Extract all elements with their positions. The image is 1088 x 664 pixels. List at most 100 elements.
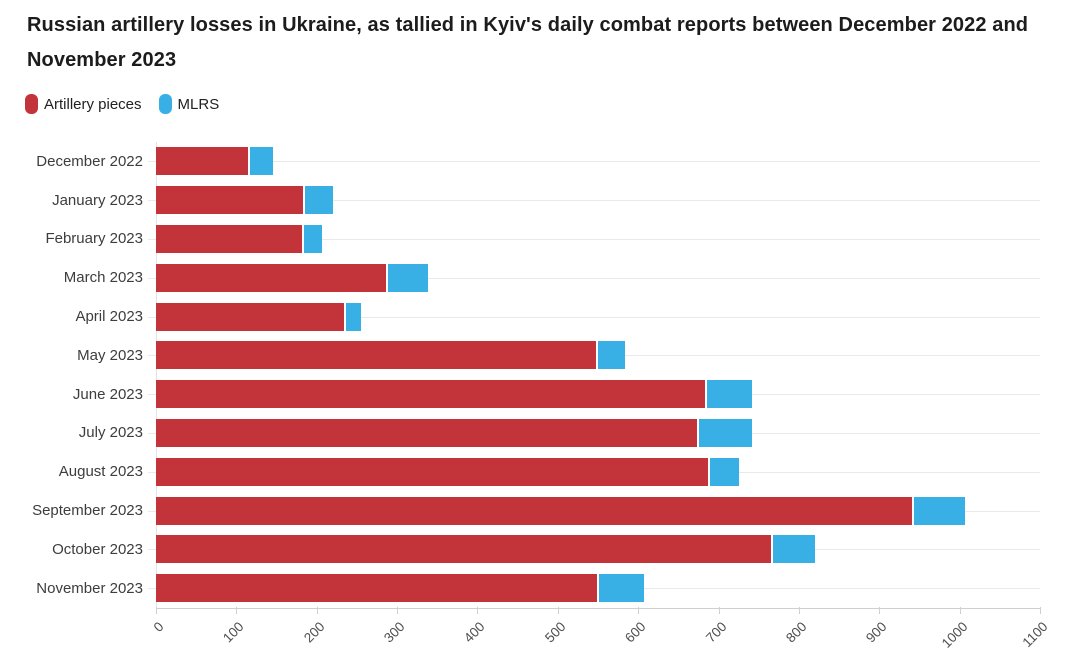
zero-baseline [156, 142, 157, 608]
plot-area [148, 375, 1040, 414]
axis-tick [959, 606, 961, 614]
legend-label: MLRS [177, 95, 220, 113]
bar-segment-mlrs[interactable] [598, 574, 644, 603]
axis-tick [156, 606, 157, 614]
bar-segment-mlrs[interactable] [699, 418, 753, 447]
axis-tick [477, 606, 479, 614]
plot-area [148, 452, 1040, 491]
bar-segment-mlrs[interactable] [598, 341, 626, 370]
plot-area [148, 258, 1040, 297]
x-axis: 0 100 200 300 400 500 600 700 800 900 1000 1100 [151, 606, 1051, 664]
row-gridline [148, 277, 1040, 279]
chart-row: November 2023 [0, 569, 1088, 608]
chart-card: Russian artillery losses in Ukraine, as … [0, 8, 1088, 664]
axis-tick [638, 606, 640, 614]
bar-segment-mlrs[interactable] [388, 263, 429, 292]
bar-segment-mlrs[interactable] [303, 224, 323, 253]
axis-tick-label: 400 [461, 618, 489, 646]
axis-tick-label: 700 [702, 618, 730, 646]
plot-area [148, 181, 1040, 220]
axis-tick-label: 800 [782, 618, 810, 646]
bar-segment-artillery-pieces[interactable] [156, 457, 710, 486]
axis-tick [557, 606, 559, 614]
category-label: October 2023 [52, 540, 143, 558]
axis-tick-label: 300 [381, 618, 408, 646]
row-gridline [148, 161, 1040, 163]
axis-tick-label: 200 [300, 618, 328, 646]
category-label: August 2023 [58, 463, 143, 481]
bar-segment-artillery-pieces[interactable] [156, 147, 251, 176]
bar-segment-artillery-pieces[interactable] [156, 535, 774, 564]
plot-area [148, 142, 1040, 181]
bar-segment-artillery-pieces[interactable] [156, 496, 914, 525]
category-label: November 2023 [36, 579, 143, 597]
bar-segment-mlrs[interactable] [346, 302, 361, 331]
legend-label: Artillery pieces [44, 95, 142, 113]
row-gridline [148, 238, 1040, 240]
bar-segment-mlrs[interactable] [304, 186, 333, 215]
category-label: September 2023 [32, 502, 143, 520]
axis-tick [316, 606, 318, 614]
bar-segment-mlrs[interactable] [773, 535, 815, 564]
bar-chart: December 2022 January 2023 February 2023 Ma… [0, 142, 1088, 664]
legend-item-artillery-pieces: Artillery pieces [25, 94, 142, 114]
chart-row: December 2022 [0, 142, 1088, 181]
bar-segment-artillery-pieces[interactable] [156, 418, 700, 447]
category-label: February 2023 [45, 230, 143, 248]
chart-row: January 2023 [0, 181, 1088, 220]
category-label: July 2023 [78, 424, 143, 442]
axis-tick-label: 1000 [938, 618, 971, 651]
chart-row: March 2023 [0, 258, 1088, 297]
category-label: April 2023 [75, 308, 143, 326]
chart-row: October 2023 [0, 530, 1088, 569]
chart-row: February 2023 [0, 220, 1088, 259]
bar-segment-artillery-pieces[interactable] [156, 186, 305, 215]
chart-row: August 2023 [0, 452, 1088, 491]
axis-tick-label: 500 [541, 618, 569, 646]
plot-area [148, 569, 1040, 608]
bar-segment-artillery-pieces[interactable] [156, 341, 598, 370]
artillery-pieces-swatch-icon [25, 94, 38, 114]
legend: Artillery pieces MLRS [25, 93, 1088, 115]
axis-tick-label: 0 [150, 618, 167, 635]
axis-tick [397, 606, 399, 614]
axis-tick [798, 606, 800, 614]
plot-area [148, 336, 1040, 375]
category-label: January 2023 [52, 191, 143, 209]
bar-segment-mlrs[interactable] [709, 457, 739, 486]
row-gridline [148, 316, 1040, 318]
chart-row: April 2023 [0, 297, 1088, 336]
bar-segment-mlrs[interactable] [707, 380, 753, 409]
plot-area [148, 220, 1040, 259]
bar-segment-artillery-pieces[interactable] [156, 224, 304, 253]
chart-title: Russian artillery losses in Ukraine, as … [27, 14, 1029, 71]
plot-area [148, 491, 1040, 530]
bar-segment-artillery-pieces[interactable] [156, 263, 389, 292]
plot-area [148, 530, 1040, 569]
axis-tick-label: 100 [220, 618, 247, 646]
axis-tick-label: 900 [863, 618, 890, 646]
axis-tick [718, 606, 720, 614]
mlrs-swatch-icon [158, 94, 172, 114]
category-label: June 2023 [72, 385, 143, 403]
axis-tick [879, 606, 881, 614]
chart-row: May 2023 [0, 336, 1088, 375]
chart-row: June 2023 [0, 375, 1088, 414]
plot-area [148, 414, 1040, 453]
bar-segment-artillery-pieces[interactable] [156, 302, 347, 331]
category-label: March 2023 [63, 269, 143, 287]
legend-item-mlrs: MLRS [158, 94, 220, 114]
chart-row: September 2023 [0, 491, 1088, 530]
bar-segment-artillery-pieces[interactable] [156, 574, 599, 603]
plot-area [148, 297, 1040, 336]
axis-tick [236, 606, 238, 614]
axis-tick-label: 1100 [1019, 618, 1051, 650]
bar-segment-mlrs[interactable] [250, 147, 274, 176]
axis-tick-label: 600 [622, 618, 649, 646]
chart-rows: December 2022 January 2023 February 2023 Ma… [0, 142, 1088, 608]
category-label: May 2023 [77, 346, 143, 364]
chart-row: July 2023 [0, 414, 1088, 453]
bar-segment-mlrs[interactable] [913, 496, 966, 525]
bar-segment-artillery-pieces[interactable] [156, 380, 708, 409]
category-label: December 2022 [36, 152, 143, 170]
